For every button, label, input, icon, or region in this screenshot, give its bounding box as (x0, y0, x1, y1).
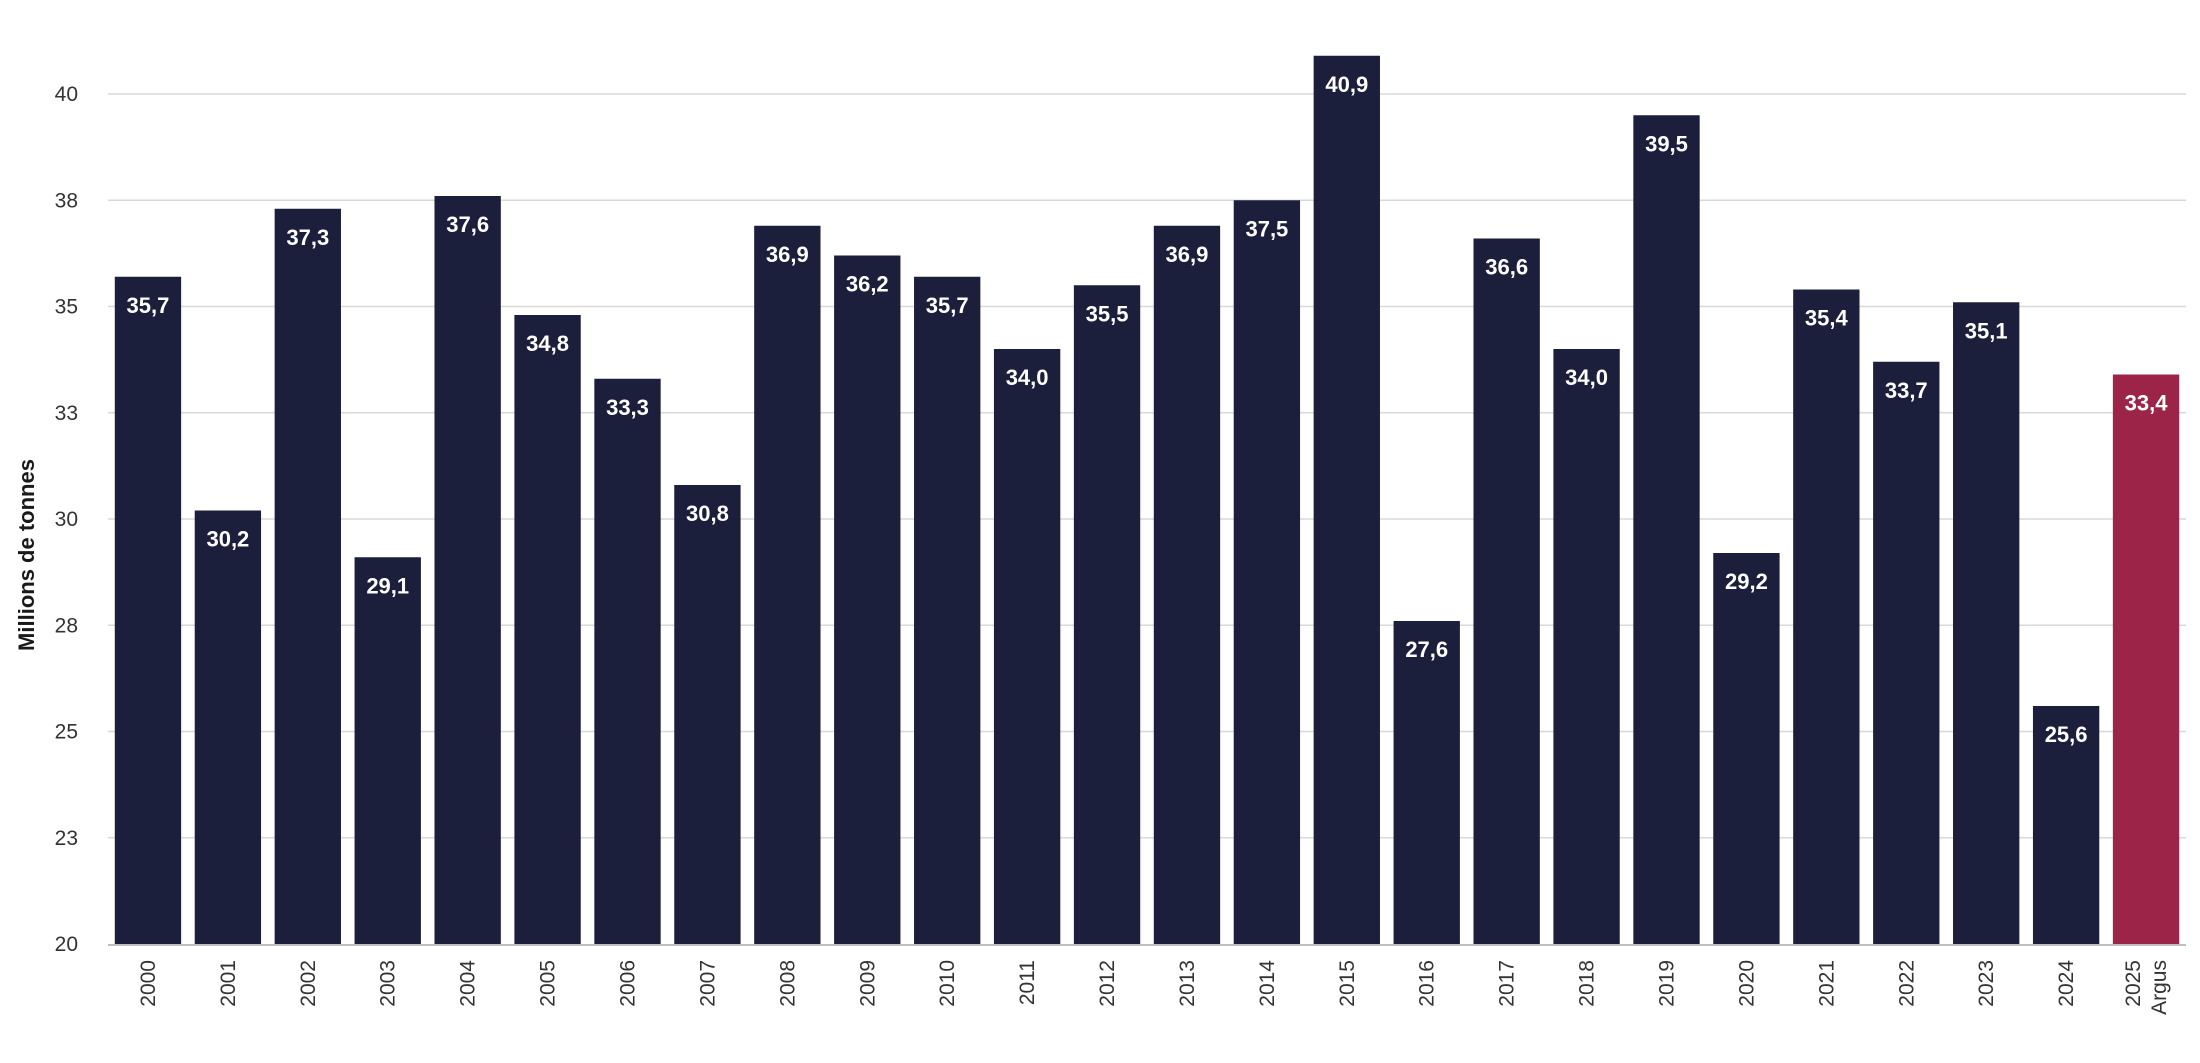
bar (1233, 200, 1301, 944)
x-tick-label: 2016 (1416, 960, 1439, 1007)
x-tick-label: 2008 (776, 960, 799, 1007)
x-tick-label: 2003 (377, 960, 400, 1007)
bar (993, 349, 1061, 944)
x-tick-label: 2000 (137, 960, 160, 1007)
y-tick-label: 23 (55, 827, 78, 850)
y-axis-label: Millions de tonnes (14, 459, 39, 651)
bar (1793, 289, 1860, 944)
bar (594, 378, 661, 944)
x-tick-label: 2002 (297, 960, 320, 1007)
data-label: 25,6 (2045, 722, 2088, 747)
data-label: 40,9 (1325, 72, 1368, 97)
data-labels: 35,7 30,2 37,3 29,1 37,6 34,8 33,3 30,8 36,9 36,2… (127, 72, 2169, 747)
bar (2032, 706, 2100, 944)
x-tick-label: 2015 (1336, 960, 1359, 1007)
data-label: 37,6 (446, 212, 489, 237)
data-label: 37,3 (286, 225, 329, 250)
y-tick-label: 25 (55, 721, 78, 744)
bar (1873, 361, 1940, 944)
x-tick-label: 2004 (457, 960, 480, 1007)
x-tick-label: 2012 (1096, 960, 1119, 1007)
bar (194, 510, 262, 944)
bar (354, 557, 421, 944)
x-tick-label: 2019 (1656, 960, 1679, 1007)
y-axis-ticks: 20 23 25 28 30 33 35 38 40 (55, 83, 78, 956)
y-tick-label: 40 (55, 83, 78, 106)
x-tick-label: 2014 (1256, 960, 1279, 1007)
y-tick-label: 35 (55, 296, 78, 319)
data-label: 35,4 (1805, 306, 1849, 331)
data-label: 35,5 (1086, 301, 1129, 326)
data-label: 27,6 (1405, 637, 1448, 662)
x-tick-label: 2006 (617, 960, 640, 1007)
y-tick-label: 38 (55, 189, 78, 212)
x-tick-label: 2020 (1735, 960, 1758, 1007)
x-tick-label: 2021 (1815, 960, 1838, 1007)
x-tick-label: 2022 (1895, 960, 1918, 1007)
x-tick-label: 2010 (936, 960, 959, 1007)
data-label: 37,5 (1245, 216, 1288, 241)
bar (1953, 302, 2020, 944)
data-label: 36,2 (846, 272, 889, 297)
bar (1313, 55, 1380, 944)
bar (1153, 225, 1221, 944)
bar (1633, 115, 1700, 944)
x-tick-label: 2007 (696, 960, 719, 1007)
y-tick-label: 20 (55, 933, 78, 956)
x-tick-label: 2005 (537, 960, 560, 1007)
bar (114, 276, 182, 944)
bars (114, 55, 2180, 944)
data-label: 34,8 (526, 331, 569, 356)
x-tick-label: 2017 (1496, 960, 1519, 1007)
bar (1393, 621, 1460, 944)
bar (674, 485, 741, 944)
data-label: 30,2 (206, 527, 249, 552)
data-label: 33,3 (606, 395, 649, 420)
bar (1553, 349, 1620, 944)
x-tick-label: 2023 (1975, 960, 1998, 1007)
x-tick-label: 2018 (1576, 960, 1599, 1007)
x-tick-label: 2013 (1176, 960, 1199, 1007)
x-tick-label: 2024 (2055, 960, 2078, 1007)
y-tick-label: 30 (55, 508, 78, 531)
bar (514, 315, 581, 944)
data-label: 30,8 (686, 501, 729, 526)
data-label: 36,6 (1485, 255, 1528, 280)
x-tick-label: Argus (2148, 960, 2171, 1015)
x-axis-ticks: 2000 2001 2002 2003 2004 2005 2006 2007 2008 2009… (137, 960, 2171, 1015)
bar (1073, 285, 1141, 944)
data-label: 35,7 (127, 293, 170, 318)
x-tick-label: 2009 (856, 960, 879, 1007)
data-label: 29,1 (366, 573, 409, 598)
data-label: 35,1 (1965, 318, 2008, 343)
y-tick-label: 33 (55, 402, 78, 425)
bar (2112, 374, 2180, 944)
bar (834, 255, 901, 944)
data-label: 29,2 (1725, 569, 1768, 594)
y-tick-label: 28 (55, 614, 78, 637)
data-label: 33,4 (2125, 391, 2169, 416)
bar (434, 196, 501, 944)
bar (754, 225, 821, 944)
bar (1713, 553, 1780, 944)
data-label: 36,9 (1166, 242, 1209, 267)
data-label: 34,0 (1006, 365, 1049, 390)
x-tick-label: 2001 (217, 960, 240, 1007)
x-tick-label: 2025 (2122, 960, 2145, 1007)
data-label: 35,7 (926, 293, 969, 318)
data-label: 34,0 (1565, 365, 1608, 390)
data-label: 39,5 (1645, 131, 1688, 156)
x-tick-label: 2011 (1016, 960, 1039, 1005)
bar (1473, 238, 1540, 944)
data-label: 36,9 (766, 242, 809, 267)
bar (914, 276, 981, 944)
bar (274, 208, 341, 944)
data-label: 33,7 (1885, 378, 1928, 403)
